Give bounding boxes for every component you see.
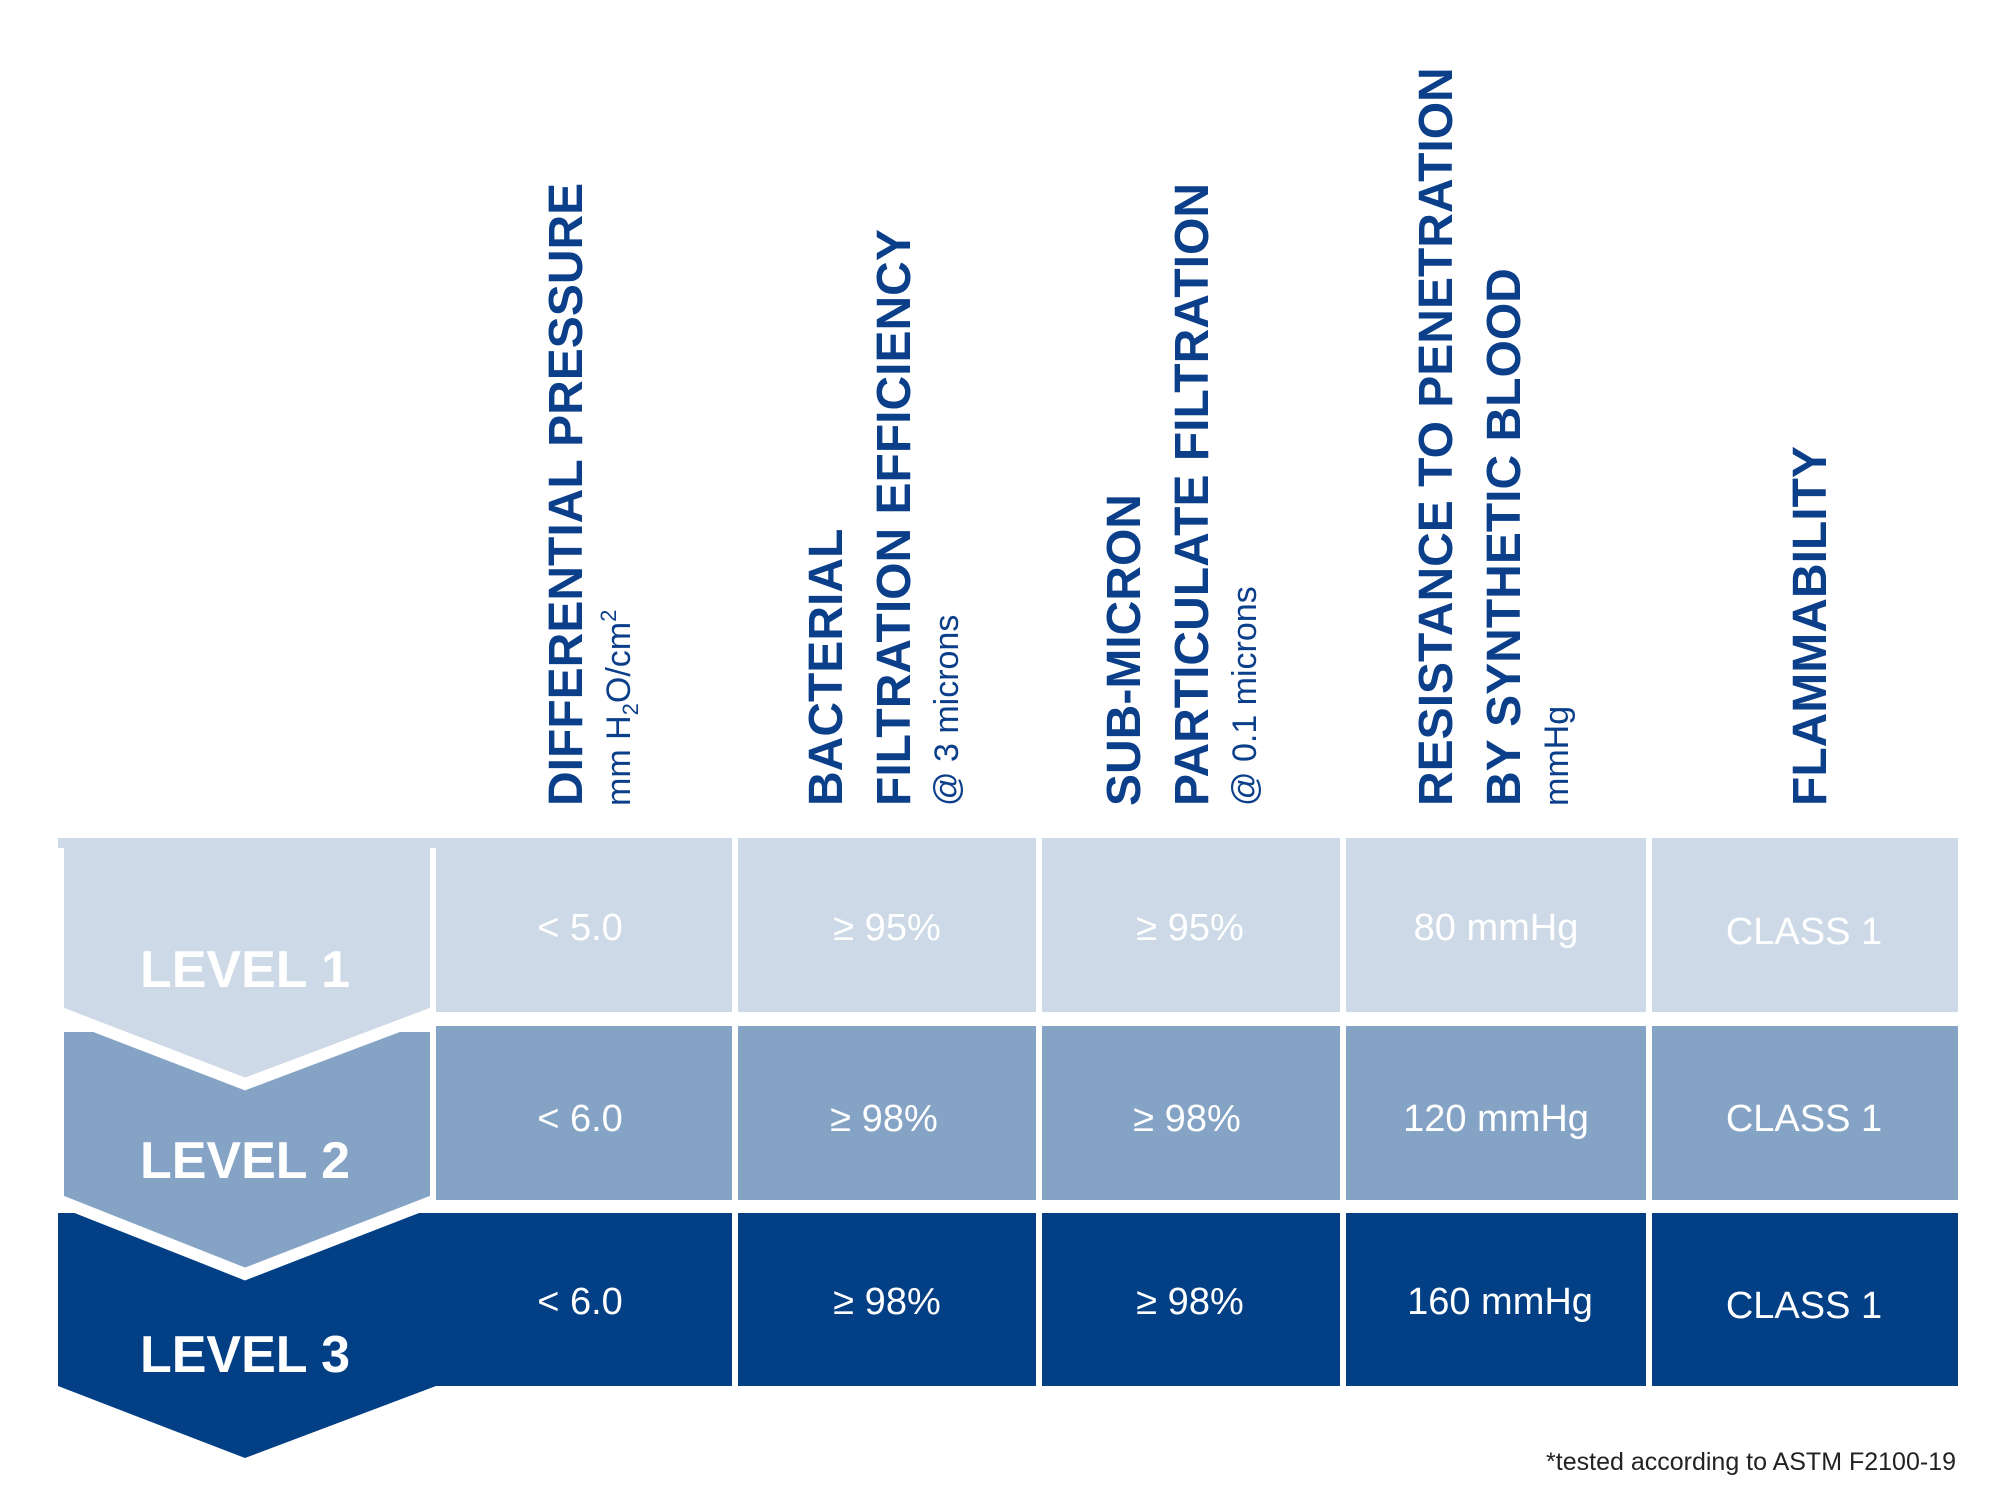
level-2-flammability-cell <box>1652 1026 1958 1200</box>
level-1-differential-pressure-value: < 5.0 <box>537 907 623 949</box>
level-3-bacterial-filtration-cell <box>738 1213 1036 1386</box>
level-1-bacterial-filtration-cell <box>738 838 1036 1012</box>
header-differential-pressure-unit: mm H2O/cm2 <box>596 610 643 806</box>
value-cells <box>436 838 1958 1386</box>
footnote: *tested according to ASTM F2100-19 <box>1546 1448 1956 1476</box>
level-3-arrow <box>58 1213 436 1458</box>
header-flammability: FLAMMABILITY <box>1784 446 1837 806</box>
level-2-label: LEVEL 2 <box>140 1132 350 1190</box>
level-1-bacterial-filtration-value: ≥ 95% <box>833 907 940 949</box>
level-1-submicron-filtration-value: ≥ 95% <box>1136 907 1243 949</box>
level-3-differential-pressure-cell <box>436 1213 732 1386</box>
level-3-submicron-filtration-cell <box>1042 1213 1340 1386</box>
header-submicron-filtration-title-2: PARTICULATE FILTRATION <box>1166 183 1219 806</box>
header-bacterial-filtration: BACTERIAL FILTRATION EFFICIENCY @ 3 micr… <box>800 229 966 806</box>
header-submicron-filtration-sub: @ 0.1 microns <box>1226 586 1264 806</box>
level-3-differential-pressure-value: < 6.0 <box>537 1281 623 1323</box>
level-2-bacterial-filtration-value: ≥ 98% <box>830 1098 937 1140</box>
header-blood-resistance-sub: mmHg <box>1538 706 1576 806</box>
level-2-differential-pressure-value: < 6.0 <box>537 1098 623 1140</box>
level-1-band <box>58 838 436 848</box>
header-blood-resistance-title-2: BY SYNTHETIC BLOOD <box>1478 268 1531 806</box>
level-3-flammability-cell <box>1652 1213 1958 1386</box>
level-2-differential-pressure-cell <box>436 1026 732 1200</box>
level-1-flammability-cell <box>1652 838 1958 1012</box>
header-differential-pressure: DIFFERENTIAL PRESSURE mm H2O/cm2 <box>540 183 643 806</box>
header-bacterial-filtration-title-2: FILTRATION EFFICIENCY <box>868 229 921 806</box>
level-3-label: LEVEL 3 <box>140 1326 350 1384</box>
header-bacterial-filtration-sub: @ 3 microns <box>928 615 966 806</box>
level-2-flammability-value: CLASS 1 <box>1726 1098 1882 1140</box>
level-3-submicron-filtration-value: ≥ 98% <box>1136 1281 1243 1323</box>
header-bacterial-filtration-title-1: BACTERIAL <box>800 529 853 806</box>
level-3-blood-resistance-value: 160 mmHg <box>1407 1281 1593 1323</box>
level-2-submicron-filtration-cell <box>1042 1026 1340 1200</box>
header-submicron-filtration: SUB-MICRON PARTICULATE FILTRATION @ 0.1 … <box>1098 183 1264 806</box>
level-3-blood-resistance-cell <box>1346 1213 1646 1386</box>
level-3-bacterial-filtration-value: ≥ 98% <box>833 1281 940 1323</box>
level-1-blood-resistance-cell <box>1346 838 1646 1012</box>
level-2-submicron-filtration-value: ≥ 98% <box>1133 1098 1240 1140</box>
level-2-blood-resistance-cell <box>1346 1026 1646 1200</box>
level-1-submicron-filtration-cell <box>1042 838 1340 1012</box>
level-3-flammability-value: CLASS 1 <box>1726 1285 1882 1327</box>
level-1-differential-pressure-cell <box>436 838 732 1012</box>
header-blood-resistance: RESISTANCE TO PENETRATION BY SYNTHETIC B… <box>1410 67 1576 806</box>
header-submicron-filtration-title-1: SUB-MICRON <box>1098 494 1151 806</box>
level-2-blood-resistance-value: 120 mmHg <box>1403 1098 1589 1140</box>
header-flammability-title: FLAMMABILITY <box>1784 446 1837 806</box>
level-1-flammability-value: CLASS 1 <box>1726 911 1882 953</box>
level-1-label: LEVEL 1 <box>140 941 350 999</box>
level-2-bacterial-filtration-cell <box>738 1026 1036 1200</box>
header-differential-pressure-title: DIFFERENTIAL PRESSURE <box>540 183 593 806</box>
header-blood-resistance-title-1: RESISTANCE TO PENETRATION <box>1410 67 1463 806</box>
level-1-blood-resistance-value: 80 mmHg <box>1414 907 1579 949</box>
